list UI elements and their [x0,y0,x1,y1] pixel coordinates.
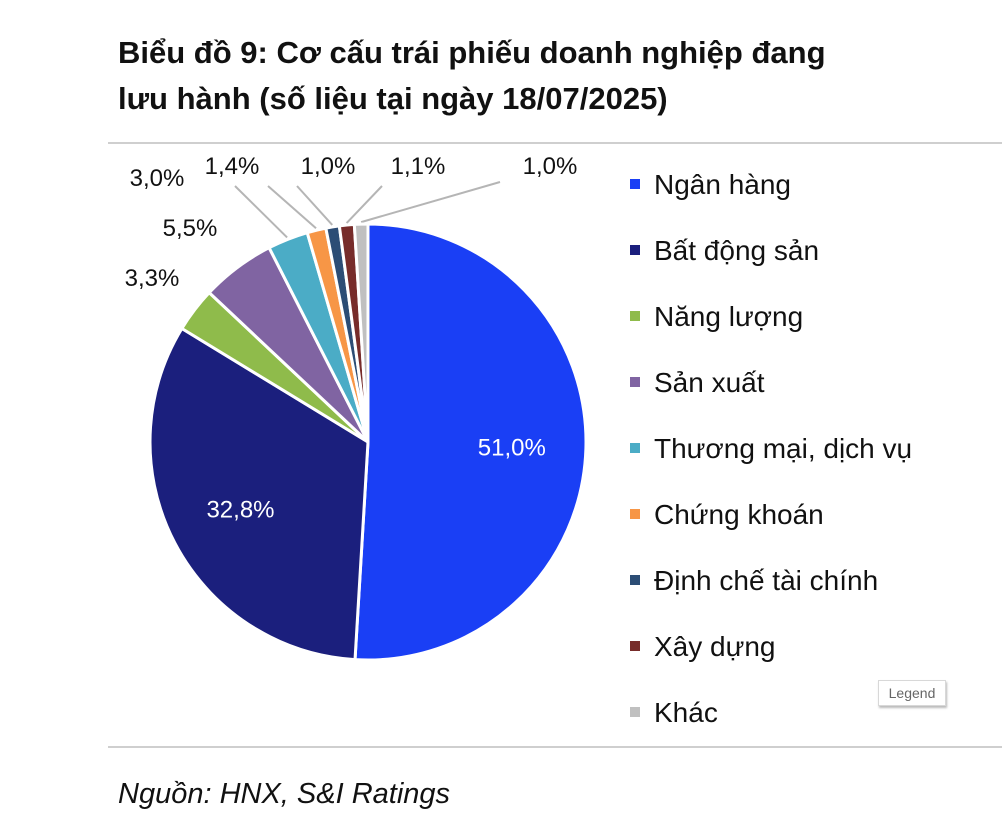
data-label-6: 1,4% [205,153,260,180]
data-labels: 51,0% 32,8% 3,3% 5,5% 3,0% 1,4% 1,0% 1,1% 1,0% [125,153,578,524]
data-label-3: 3,3% [125,265,180,292]
legend-label-4: Sản xuất [654,367,765,398]
legend-label-8: Xây dựng [654,631,776,662]
leader-line-7 [296,185,333,226]
leader-line-8 [345,185,383,224]
legend-label-2: Bất động sản [654,235,819,266]
leader-line-5 [234,185,288,239]
leader-line-6 [267,185,317,229]
legend-label-1: Ngân hàng [654,169,791,200]
legend-label-5: Thương mại, dịch vụ [654,433,912,464]
legend-label-3: Năng lượng [654,301,803,332]
legend-swatch-3 [630,311,640,321]
data-label-4: 5,5% [163,215,218,242]
chart-title-line-1: Biểu đồ 9: Cơ cấu trái phiếu doanh nghiệ… [118,35,826,70]
top-divider [108,142,1002,144]
legend: Ngân hàng Bất động sản Năng lượng Sản xuất T… [630,169,912,728]
data-label-7: 1,0% [301,153,356,180]
data-label-9: 1,0% [523,153,578,180]
legend-swatch-2 [630,245,640,255]
legend-swatch-1 [630,179,640,189]
legend-swatch-9 [630,707,640,717]
legend-label-9: Khác [654,697,718,728]
pie-slices [148,222,588,662]
legend-swatch-4 [630,377,640,387]
leader-lines [234,181,501,239]
pie-slice-2[interactable] [148,326,370,662]
legend-label-7: Định chế tài chính [654,565,878,596]
bottom-divider [108,746,1002,748]
legend-swatch-8 [630,641,640,651]
data-label-1: 51,0% [478,434,546,461]
legend-swatch-7 [630,575,640,585]
data-label-8: 1,1% [391,153,446,180]
legend-swatch-6 [630,509,640,519]
legend-swatch-5 [630,443,640,453]
pie-slice-9[interactable] [352,222,370,443]
source-note: Nguồn: HNX, S&I Ratings [118,778,451,810]
chart-title: Biểu đồ 9: Cơ cấu trái phiếu doanh nghiệ… [118,30,978,122]
leader-line-9 [360,181,501,224]
legend-label-6: Chứng khoán [654,499,824,530]
data-label-2: 32,8% [206,497,274,524]
chart-title-line-2: lưu hành (số liệu tại ngày 18/07/2025) [118,81,668,116]
data-label-5: 3,0% [130,165,185,192]
legend-tag[interactable]: Legend [878,680,946,706]
pie-slice-1[interactable] [353,222,588,662]
